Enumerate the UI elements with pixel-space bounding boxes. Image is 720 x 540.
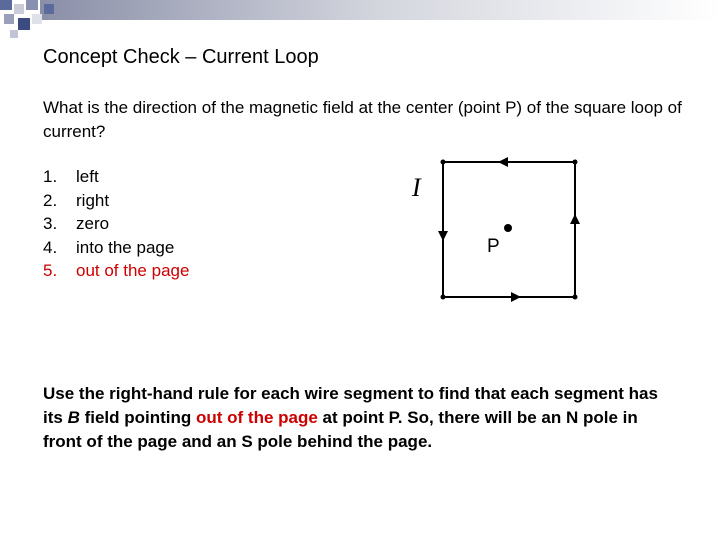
option: 2. right (43, 191, 109, 211)
option-number: 5. (43, 261, 58, 280)
explanation-text: at point P. So, there will be an N pole … (43, 408, 638, 451)
point-label: P (487, 236, 500, 257)
option: 5. out of the page (43, 261, 189, 281)
option-text: zero (76, 214, 110, 233)
option: 1. left (43, 167, 99, 187)
explanation-highlight: out of the page (196, 408, 318, 427)
option: 4. into the page (43, 238, 174, 258)
option-number: 1. (43, 167, 58, 186)
explanation-symbol: B (67, 408, 80, 427)
current-label: I (411, 173, 422, 202)
explanation-text: Use the right-hand rule for each wire se… (43, 384, 658, 427)
option-text: into the page (76, 237, 175, 257)
explanation-text: field pointing (79, 408, 196, 427)
option: 3. zero (43, 214, 109, 234)
current-loop (442, 161, 576, 298)
loop-corners (440, 159, 578, 300)
current-arrows (438, 157, 580, 302)
option-text: right (76, 190, 110, 210)
option-number: 2. (43, 190, 58, 210)
slide-title: Concept Check – Current Loop (43, 46, 319, 68)
center-dot (504, 224, 512, 232)
option-number: 4. (43, 237, 58, 257)
question: What is the direction of the magnetic fi… (43, 98, 682, 141)
option-text: out of the page (76, 261, 190, 280)
option-text: left (76, 167, 99, 186)
header-bar (40, 0, 720, 20)
corner-squares (0, 0, 54, 38)
option-number: 3. (43, 214, 58, 233)
explanation: Use the right-hand rule for each wire se… (43, 382, 658, 454)
